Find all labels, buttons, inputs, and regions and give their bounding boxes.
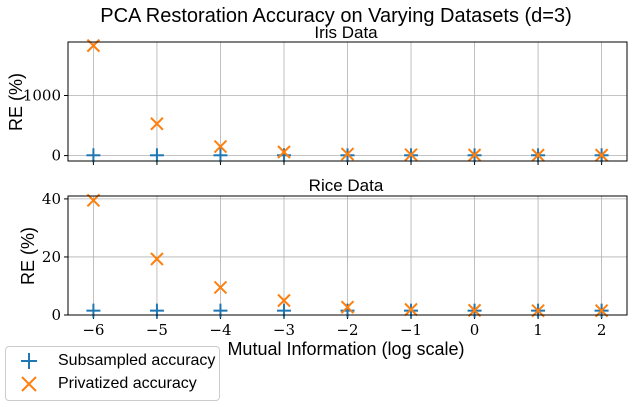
iris-y-ticks: 0 1000: [23, 86, 68, 165]
privatized-point: [340, 300, 355, 314]
rice-plot-frame: [67, 195, 628, 316]
subsampled-point: [213, 303, 228, 318]
figure-title: PCA Restoration Accuracy on Varying Data…: [100, 5, 572, 27]
privatized-point: [150, 117, 164, 131]
privatized-point: [404, 147, 418, 162]
subsampled-point: [149, 303, 164, 318]
rice-x-ticks: −6 −5 −4 −3 −2 −1 0 1 2: [82, 315, 606, 339]
rice-grid: [68, 196, 627, 316]
x-tick-label: −5: [146, 321, 168, 339]
subsampled-point: [86, 303, 101, 318]
x-tick-label: 1: [533, 321, 543, 339]
iris-y-axis-label: RE (%): [6, 73, 26, 131]
x-tick-label: −4: [209, 321, 231, 339]
privatized-point: [277, 293, 291, 308]
x-axis-label: Mutual Information (log scale): [227, 339, 464, 359]
rice-y-ticks: 0 20 40: [42, 190, 68, 324]
x-tick-label: −6: [82, 321, 104, 339]
privatized-point: [594, 148, 609, 162]
x-tick-label: −2: [336, 321, 358, 339]
x-tick-label: 0: [470, 321, 480, 339]
iris-grid: [68, 42, 627, 161]
y-tick-label: 1000: [23, 86, 61, 104]
y-tick-label: 40: [42, 190, 61, 208]
privatized-point: [531, 148, 545, 162]
subsampled-point: [213, 148, 228, 163]
x-tick-label: −3: [273, 321, 295, 339]
subsampled-point: [276, 148, 291, 163]
privatized-point: [467, 303, 482, 318]
privatized-point: [340, 147, 355, 161]
iris-panel-title: Iris Data: [314, 23, 378, 42]
privatized-point: [213, 139, 228, 154]
rice-panel: Rice Data RE (%) 0 20 40 −6 −5 −4 −3 −2 −1 0 1 2: [18, 176, 628, 339]
y-tick-label: 0: [51, 147, 61, 165]
iris-panel: Iris Data RE (%) 0 1000: [6, 23, 628, 165]
iris-data-marks: [86, 38, 609, 163]
privatized-point: [404, 302, 418, 317]
x-tick-label: 2: [597, 321, 607, 339]
legend: Subsampled accuracy Privatized accuracy: [5, 346, 220, 401]
privatized-point: [467, 148, 482, 162]
legend-label-privatized: Privatized accuracy: [58, 375, 197, 392]
x-marker-icon: [21, 376, 37, 392]
x-tick-label: −1: [400, 321, 422, 339]
privatized-point: [150, 252, 164, 266]
subsampled-point: [149, 148, 164, 163]
rice-panel-title: Rice Data: [309, 176, 384, 195]
legend-label-subsampled: Subsampled accuracy: [58, 352, 216, 369]
subsampled-point: [86, 148, 101, 163]
iris-plot-frame: [67, 41, 628, 162]
rice-y-axis-label: RE (%): [18, 227, 38, 285]
y-tick-label: 0: [51, 306, 61, 324]
plus-marker-icon: [21, 353, 37, 369]
subsampled-point: [340, 303, 355, 318]
privatized-point: [277, 145, 291, 159]
y-tick-label: 20: [42, 248, 61, 266]
privatized-point: [213, 280, 228, 295]
